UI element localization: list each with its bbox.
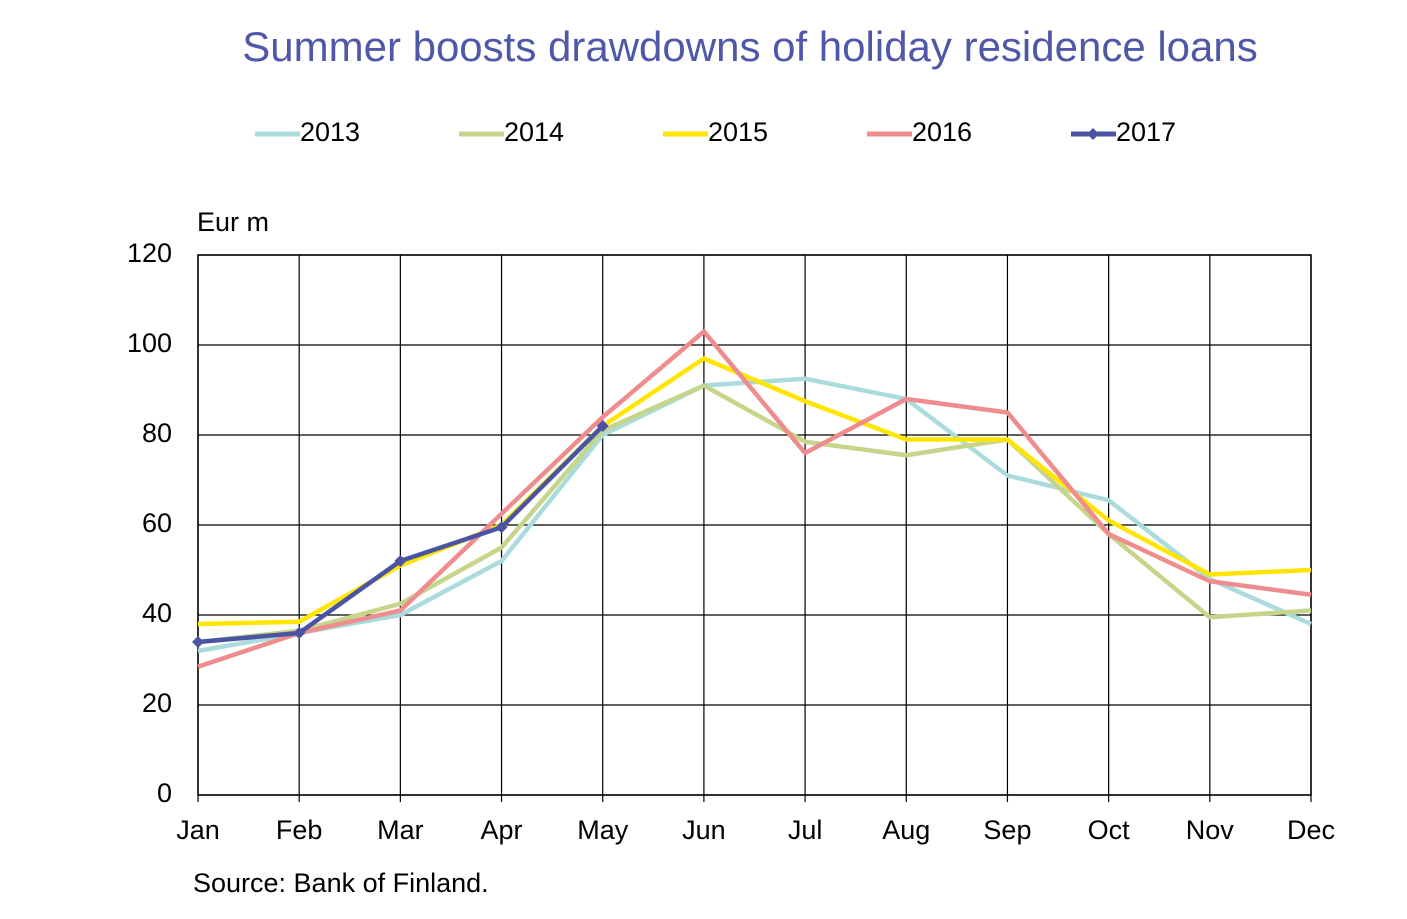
x-tick-label: May	[577, 815, 629, 845]
y-tick-label: 0	[157, 778, 172, 808]
x-tick-label: Nov	[1186, 815, 1235, 845]
x-tick-label: Apr	[481, 815, 523, 845]
x-tick-label: Oct	[1088, 815, 1131, 845]
legend-label: 2015	[708, 117, 768, 147]
point-marker	[394, 555, 407, 567]
source-note: Source: Bank of Finland.	[193, 868, 489, 898]
series-line	[197, 376, 1312, 654]
y-tick-label: 80	[142, 418, 172, 448]
legend-label: 2017	[1116, 117, 1176, 147]
point-marker	[596, 420, 609, 432]
x-tick-label: Dec	[1287, 815, 1335, 845]
point-marker	[192, 636, 204, 648]
x-tick-label: Jan	[176, 815, 220, 845]
x-tick-label: Sep	[983, 815, 1031, 845]
series-line	[197, 383, 1312, 645]
chart-title: Summer boosts drawdowns of holiday resid…	[242, 23, 1258, 70]
legend-label: 2014	[504, 117, 564, 147]
y-tick-label: 20	[142, 688, 172, 718]
point-marker	[293, 627, 306, 639]
x-tick-label: Feb	[276, 815, 323, 845]
y-tick-label: 120	[127, 238, 172, 268]
x-tick-label: Jun	[682, 815, 726, 845]
series-line	[197, 329, 1312, 669]
point-marker	[495, 521, 508, 534]
legend-label: 2016	[912, 117, 972, 147]
legend-label: 2013	[300, 117, 360, 147]
x-tick-label: Aug	[882, 815, 930, 845]
plot-frame	[197, 254, 1312, 796]
y-tick-label: 100	[127, 328, 172, 358]
y-tick-label: 60	[142, 508, 172, 538]
y-axis-label: Eur m	[197, 207, 269, 237]
y-tick-label: 40	[142, 598, 172, 628]
x-tick-label: Mar	[377, 815, 424, 845]
x-tick-label: Jul	[788, 815, 823, 845]
legend-marker	[1087, 128, 1099, 140]
